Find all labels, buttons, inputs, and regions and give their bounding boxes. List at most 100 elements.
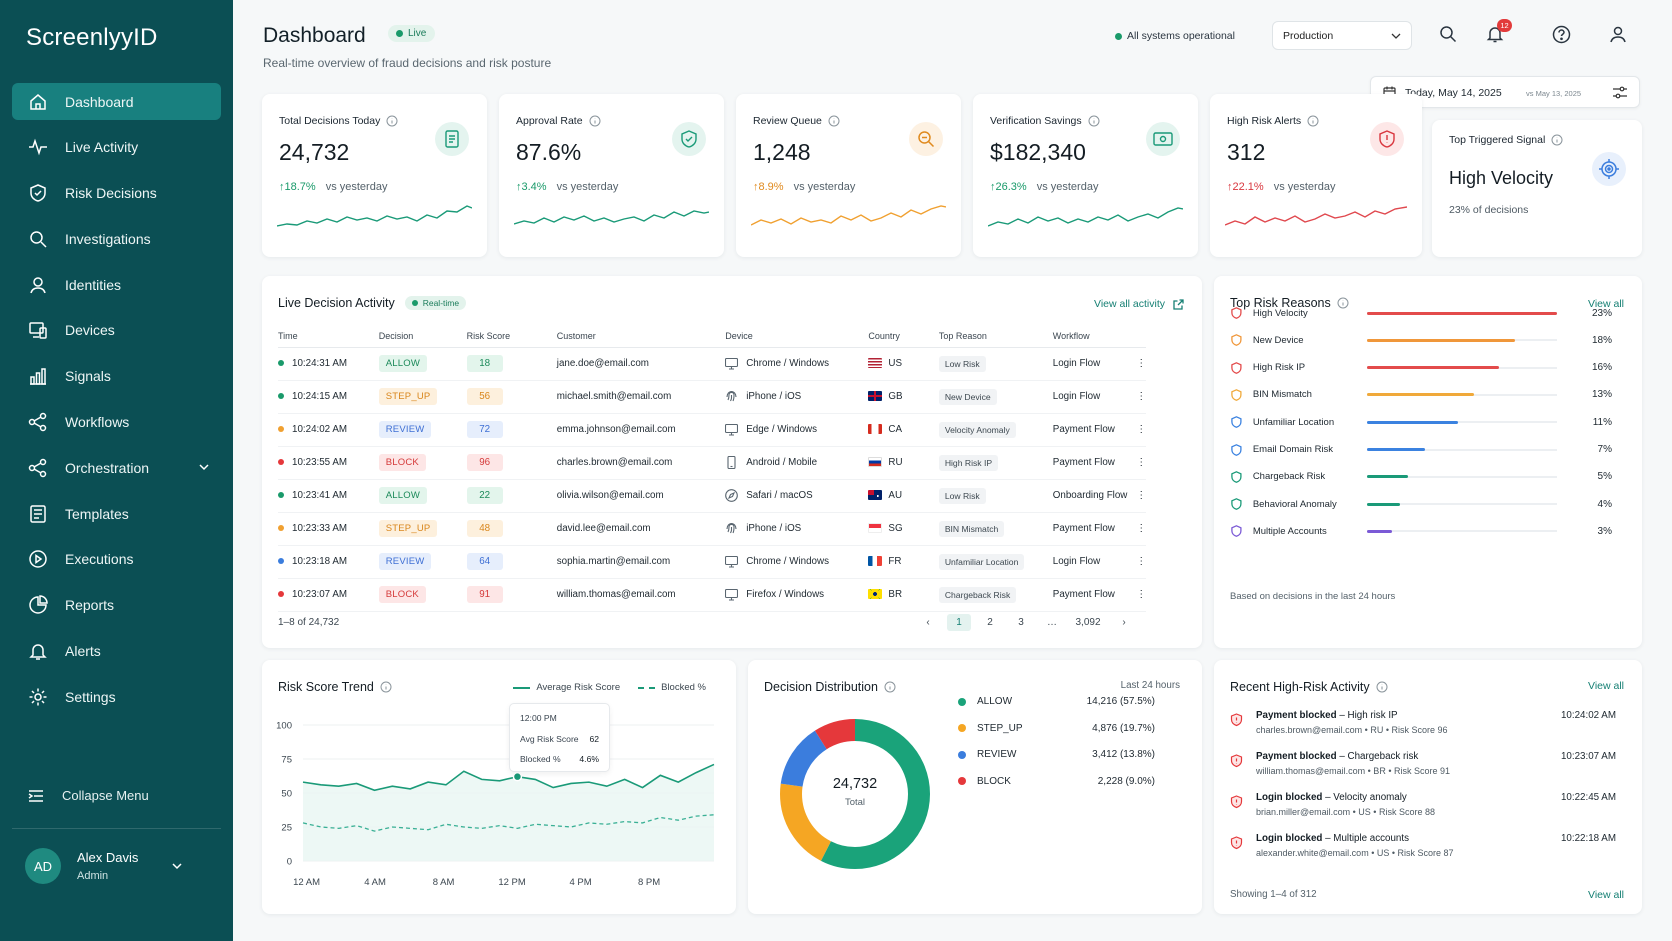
risk-reason-row[interactable]: New Device 18% xyxy=(1230,332,1612,348)
cell-customer[interactable]: michael.smith@email.com xyxy=(556,380,726,414)
row-actions-icon[interactable]: ⋮ xyxy=(1136,545,1146,579)
row-actions-icon[interactable]: ⋮ xyxy=(1136,347,1146,381)
kpi-card-approval-rate[interactable]: Approval Rate 87.6% ↑ 3.4% vs yesterday xyxy=(499,94,724,257)
legend-item-avg[interactable]: Average Risk Score xyxy=(513,682,620,693)
cell-customer[interactable]: david.lee@email.com xyxy=(556,512,726,546)
kpi-card-total-decisions[interactable]: Total Decisions Today 24,732 ↑ 18.7% vs y… xyxy=(262,94,487,257)
info-icon[interactable] xyxy=(1376,681,1388,693)
row-actions-icon[interactable]: ⋮ xyxy=(1136,380,1146,414)
collapse-menu-button[interactable]: Collapse Menu xyxy=(28,788,149,803)
sidebar-item-settings[interactable]: Settings xyxy=(12,678,221,715)
sidebar-item-executions[interactable]: Executions xyxy=(12,541,221,578)
risk-reason-row[interactable]: High Risk IP 16% xyxy=(1230,360,1612,376)
sidebar-item-alerts[interactable]: Alerts xyxy=(12,633,221,670)
info-icon[interactable] xyxy=(386,115,398,127)
view-all-recent-footer-link[interactable]: View all xyxy=(1588,889,1624,901)
column-header[interactable]: Time xyxy=(278,326,379,348)
kpi-card-review-queue[interactable]: Review Queue 1,248 ↑ 8.9% vs yesterday xyxy=(736,94,961,257)
table-row[interactable]: 10:24:15 AM STEP_UP 56 michael.smith@ema… xyxy=(278,380,1146,414)
distribution-legend-item[interactable]: STEP_UP 4,876 (19.7%) xyxy=(958,723,1155,734)
table-row[interactable]: 10:24:31 AM ALLOW 18 jane.doe@email.com … xyxy=(278,347,1146,381)
prev-page-button[interactable]: ‹ xyxy=(926,617,930,628)
column-header[interactable]: Decision xyxy=(378,326,467,348)
chevron-down-icon[interactable] xyxy=(197,460,211,474)
row-actions-icon[interactable]: ⋮ xyxy=(1136,512,1146,546)
view-all-risk-reasons-link[interactable]: View all xyxy=(1588,298,1624,310)
column-header[interactable]: Country xyxy=(868,326,939,348)
search-icon[interactable] xyxy=(1439,25,1457,43)
distribution-legend-item[interactable]: BLOCK 2,228 (9.0%) xyxy=(958,776,1155,787)
distribution-legend-item[interactable]: ALLOW 14,216 (57.5%) xyxy=(958,696,1155,707)
info-icon[interactable] xyxy=(1337,297,1349,309)
sidebar-item-identities[interactable]: Identities xyxy=(12,266,221,303)
risk-reason-row[interactable]: Multiple Accounts 3% xyxy=(1230,523,1612,539)
filter-sliders-icon[interactable] xyxy=(1613,86,1627,99)
risk-reason-row[interactable]: Unfamiliar Location 11% xyxy=(1230,414,1612,430)
risk-reason-row[interactable]: Behavioral Anomaly 4% xyxy=(1230,496,1612,512)
page-button[interactable]: 3 xyxy=(1018,617,1024,628)
table-row[interactable]: 10:23:18 AM REVIEW 64 sophia.martin@emai… xyxy=(278,545,1146,579)
info-icon[interactable] xyxy=(589,115,601,127)
table-row[interactable]: 10:23:41 AM ALLOW 22 olivia.wilson@email… xyxy=(278,479,1146,513)
view-all-recent-link[interactable]: View all xyxy=(1588,680,1624,692)
column-header[interactable]: Device xyxy=(725,326,869,348)
sidebar-item-investigations[interactable]: Investigations xyxy=(12,220,221,257)
table-row[interactable]: 10:23:33 AM STEP_UP 48 david.lee@email.c… xyxy=(278,512,1146,546)
kpi-card-verification-savings[interactable]: Verification Savings $182,340 ↑ 26.3% vs … xyxy=(973,94,1198,257)
page-button[interactable]: 1 xyxy=(947,614,971,631)
date-range-picker[interactable]: Today, May 14, 2025 vs May 13, 2025 xyxy=(1370,76,1640,108)
sidebar-item-workflows[interactable]: Workflows xyxy=(12,404,221,441)
column-header[interactable]: Top Reason xyxy=(938,326,1053,348)
legend-item-blocked[interactable]: Blocked % xyxy=(638,682,706,693)
help-icon[interactable] xyxy=(1552,25,1571,44)
cell-customer[interactable]: jane.doe@email.com xyxy=(556,347,726,381)
row-actions-icon[interactable]: ⋮ xyxy=(1136,479,1146,513)
column-header[interactable]: Workflow xyxy=(1052,326,1137,348)
row-actions-icon[interactable]: ⋮ xyxy=(1136,413,1146,447)
page-button[interactable]: 3,092 xyxy=(1075,617,1101,628)
info-icon[interactable] xyxy=(1551,134,1563,146)
cell-customer[interactable]: olivia.wilson@email.com xyxy=(556,479,726,513)
donut-slice-step-up[interactable] xyxy=(780,719,930,869)
table-row[interactable]: 10:23:07 AM BLOCK 91 william.thomas@emai… xyxy=(278,578,1146,612)
risk-reason-row[interactable]: Email Domain Risk 7% xyxy=(1230,442,1612,458)
info-icon[interactable] xyxy=(828,115,840,127)
chevron-down-icon[interactable] xyxy=(170,859,184,873)
column-header[interactable]: Risk Score xyxy=(466,326,557,348)
sidebar-item-devices[interactable]: Devices xyxy=(12,312,221,349)
table-row[interactable]: 10:24:02 AM REVIEW 72 emma.johnson@email… xyxy=(278,413,1146,447)
kpi-card-high-risk-alerts[interactable]: High Risk Alerts 312 ↑ 22.1% vs yesterday xyxy=(1210,94,1422,257)
row-actions-icon[interactable]: ⋮ xyxy=(1136,446,1146,480)
app-logo[interactable]: ScreenlyyID xyxy=(26,24,158,51)
sidebar-item-risk-decisions[interactable]: Risk Decisions xyxy=(12,175,221,212)
info-icon[interactable] xyxy=(1088,115,1100,127)
info-icon[interactable] xyxy=(380,681,392,693)
distribution-period[interactable]: Last 24 hours xyxy=(1120,680,1180,691)
user-profile-icon[interactable] xyxy=(1609,25,1627,43)
environment-select[interactable]: Production xyxy=(1272,21,1412,50)
view-all-activity-link[interactable]: View all activity xyxy=(1094,298,1184,310)
cell-customer[interactable]: emma.johnson@email.com xyxy=(556,413,726,447)
info-icon[interactable] xyxy=(1307,115,1319,127)
risk-reason-row[interactable]: High Velocity 23% xyxy=(1230,305,1612,321)
cell-customer[interactable]: william.thomas@email.com xyxy=(556,578,726,612)
cell-customer[interactable]: sophia.martin@email.com xyxy=(556,545,726,579)
table-row[interactable]: 10:23:55 AM BLOCK 96 charles.brown@email… xyxy=(278,446,1146,480)
risk-reason-row[interactable]: Chargeback Risk 5% xyxy=(1230,469,1612,485)
row-actions-icon[interactable]: ⋮ xyxy=(1136,578,1146,612)
sidebar-item-signals[interactable]: Signals xyxy=(12,358,221,395)
distribution-legend-item[interactable]: REVIEW 3,412 (13.8%) xyxy=(958,749,1155,760)
top-signal-card[interactable]: Top Triggered Signal High Velocity 23% o… xyxy=(1432,120,1642,257)
sidebar-item-reports[interactable]: Reports xyxy=(12,587,221,624)
next-page-button[interactable]: › xyxy=(1122,617,1126,628)
info-icon[interactable] xyxy=(884,681,896,693)
donut-slice-block[interactable] xyxy=(780,719,930,869)
sidebar-item-dashboard[interactable]: Dashboard xyxy=(12,83,221,120)
page-button[interactable]: 2 xyxy=(987,617,993,628)
sidebar-item-templates[interactable]: Templates xyxy=(12,495,221,532)
sidebar-item-orchestration[interactable]: Orchestration xyxy=(12,449,221,486)
user-menu[interactable]: AD Alex Davis Admin xyxy=(25,848,184,884)
column-header[interactable]: Customer xyxy=(556,326,726,348)
sidebar-item-live-activity[interactable]: Live Activity xyxy=(12,129,221,166)
cell-customer[interactable]: charles.brown@email.com xyxy=(556,446,726,480)
